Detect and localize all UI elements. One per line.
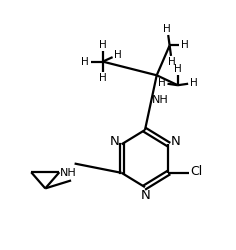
Text: Cl: Cl: [190, 165, 203, 178]
Text: H: H: [114, 50, 122, 60]
Text: H: H: [81, 56, 89, 66]
Text: N: N: [141, 189, 151, 202]
Text: H: H: [190, 78, 198, 88]
Text: NH: NH: [152, 95, 169, 105]
Text: H: H: [174, 64, 182, 74]
Text: N: N: [170, 135, 180, 148]
Text: H: H: [163, 24, 171, 34]
Text: NH: NH: [60, 168, 77, 178]
Text: H: H: [99, 73, 107, 83]
Text: N: N: [110, 135, 119, 148]
Text: H: H: [168, 56, 176, 66]
Text: H: H: [158, 78, 166, 88]
Text: H: H: [99, 40, 107, 50]
Text: H: H: [181, 40, 189, 50]
